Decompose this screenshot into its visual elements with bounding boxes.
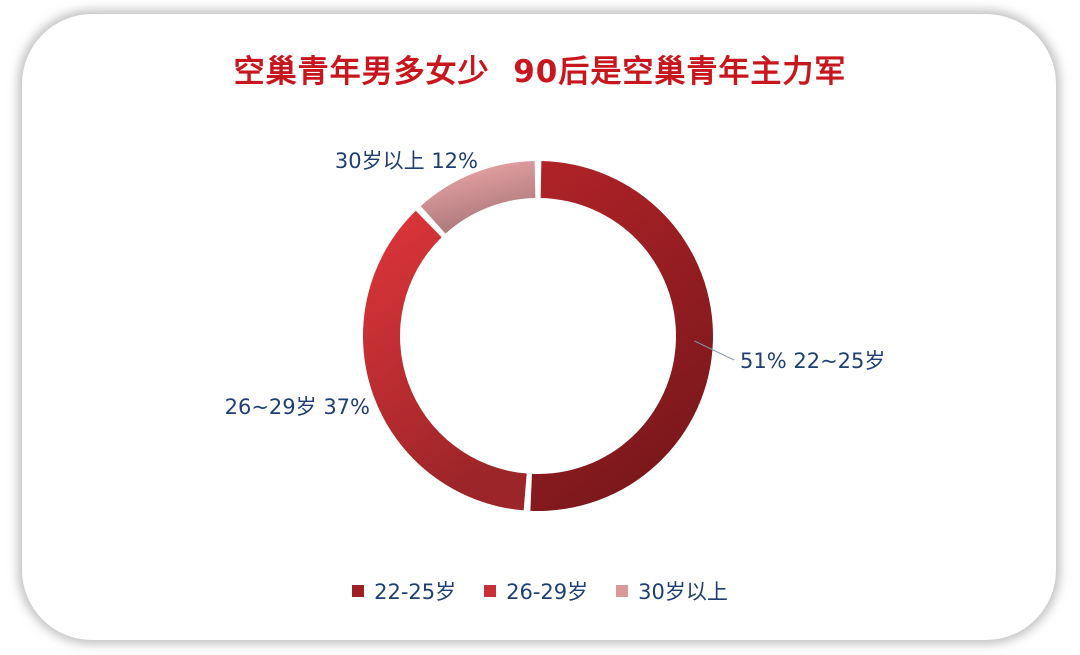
legend-label: 26-29岁 bbox=[506, 580, 589, 604]
legend-swatch bbox=[484, 585, 497, 597]
data-label-30岁以上: 30岁以上 12% bbox=[335, 149, 478, 173]
legend-label: 30岁以上 bbox=[638, 580, 728, 604]
legend-item: 22-25岁 bbox=[352, 576, 456, 606]
donut-slices bbox=[362, 161, 714, 512]
legend-swatch bbox=[616, 585, 629, 597]
legend-item: 26-29岁 bbox=[484, 576, 588, 606]
leader-line bbox=[694, 340, 735, 361]
legend-item: 30岁以上 bbox=[616, 576, 728, 606]
chart-title: 空巢青年男多女少 90后是空巢青年主力军 bbox=[233, 54, 847, 90]
data-labels: 51% 22~25岁 26~29岁 37% 30岁以上 12% bbox=[225, 149, 886, 419]
legend-label: 22-25岁 bbox=[374, 580, 457, 604]
slice-30岁以上 bbox=[420, 161, 536, 234]
data-label-22-25岁: 51% 22~25岁 bbox=[740, 349, 885, 373]
slice-22-25岁 bbox=[530, 161, 714, 512]
legend: 22-25岁 26-29岁 30岁以上 bbox=[0, 576, 1080, 606]
chart-card bbox=[22, 14, 1056, 640]
data-label-26-29岁: 26~29岁 37% bbox=[225, 395, 370, 419]
legend-swatch bbox=[352, 585, 365, 597]
slice-26-29岁 bbox=[362, 210, 527, 511]
